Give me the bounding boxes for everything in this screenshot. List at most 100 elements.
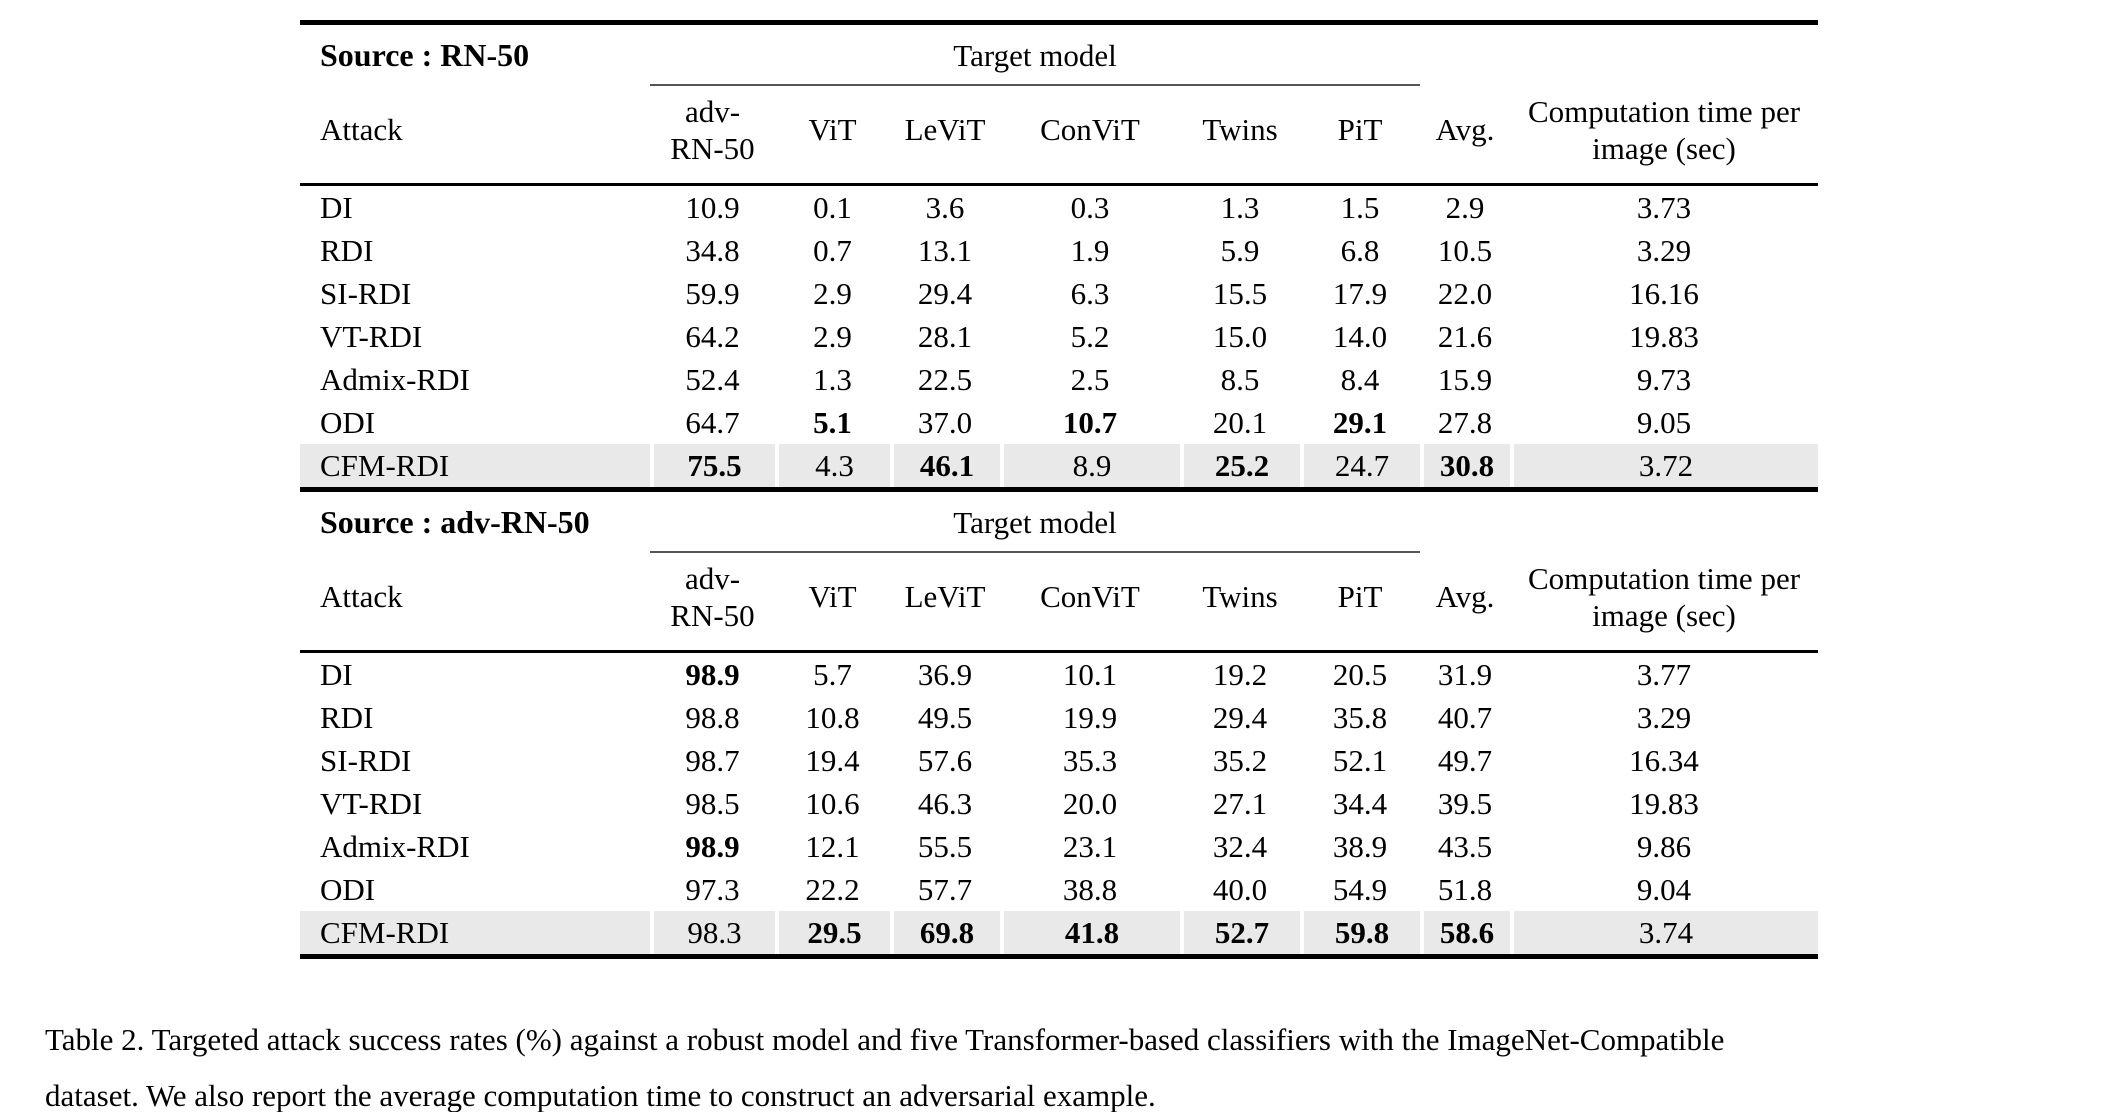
value-cell: 3.73 — [1636, 190, 1692, 226]
value-cell: 35.8 — [1332, 700, 1388, 736]
value-cell: 9.73 — [1636, 362, 1692, 398]
value-cell: 29.4 — [917, 276, 973, 312]
value-cell: 40.7 — [1437, 700, 1493, 736]
value-cell: 29.4 — [1212, 700, 1268, 736]
value-cell: 10.5 — [1437, 233, 1493, 269]
column-header: PiT — [1300, 553, 1420, 654]
column-header: Avg. — [1420, 86, 1510, 187]
value-cell: 52.4 — [685, 362, 740, 398]
value-cell: 32.4 — [1212, 829, 1268, 865]
column-header: Twins — [1180, 86, 1300, 187]
table-row: DI 98.9 5.7 36.9 10.1 19.2 20.5 31.9 3.77 — [300, 653, 1818, 696]
value-cell: 98.9 — [685, 829, 740, 865]
value-cell: 0.1 — [813, 190, 852, 226]
attack-name-cell: CFM-RDI — [300, 911, 650, 955]
header-spacer — [1420, 492, 1818, 553]
value-cell: 98.7 — [685, 743, 740, 779]
value-cell: 35.3 — [1062, 743, 1118, 779]
column-header-row: Attack adv-RN-50 ViT LeViT ConViT Twins PiT Avg… — [300, 86, 1818, 187]
value-cell: 19.83 — [1629, 319, 1699, 355]
value-cell: 6.8 — [1340, 233, 1380, 269]
table-row: ODI 64.7 5.1 37.0 10.7 20.1 29.1 27.8 9.05 — [300, 401, 1818, 444]
table-caption: Table 2. Targeted attack success rates (… — [45, 1012, 2080, 1112]
value-cell: 37.0 — [917, 405, 973, 441]
value-cell: 12.1 — [805, 829, 860, 865]
value-cell: 2.9 — [1445, 190, 1485, 226]
table-row: DI 10.9 0.1 3.6 0.3 1.3 1.5 2.9 3.73 — [300, 186, 1818, 229]
column-header: ConViT — [1000, 553, 1180, 654]
value-cell: 59.8 — [1300, 911, 1420, 955]
value-cell: 43.5 — [1437, 829, 1493, 865]
value-cell: 24.7 — [1300, 444, 1420, 488]
attack-name-cell: SI-RDI — [320, 276, 412, 312]
table-row: Admix-RDI 98.9 12.1 55.5 23.1 32.4 38.9 43.5 9.8… — [300, 825, 1818, 868]
value-cell: 97.3 — [685, 872, 740, 908]
value-cell: 15.0 — [1212, 319, 1268, 355]
caption-line-2: dataset. We also report the average comp… — [45, 1078, 1156, 1112]
value-cell: 34.4 — [1332, 786, 1388, 822]
value-cell: 10.7 — [1062, 405, 1118, 441]
value-cell: 34.8 — [685, 233, 740, 269]
value-cell: 39.5 — [1437, 786, 1493, 822]
source-label: Source : RN-50 — [320, 37, 530, 73]
value-cell: 59.9 — [685, 276, 740, 312]
table-row: ODI 97.3 22.2 57.7 38.8 40.0 54.9 51.8 9.04 — [300, 868, 1818, 911]
value-cell: 3.74 — [1510, 911, 1818, 955]
header-spacer — [1420, 25, 1818, 86]
value-cell: 20.5 — [1332, 657, 1388, 693]
column-header: Computation time per image (sec) — [1510, 553, 1818, 654]
value-cell: 1.5 — [1340, 190, 1380, 226]
column-header: Twins — [1180, 553, 1300, 654]
value-cell: 21.6 — [1437, 319, 1493, 355]
value-cell: 46.1 — [890, 444, 1000, 488]
value-cell: 27.1 — [1212, 786, 1268, 822]
column-header: LeViT — [890, 553, 1000, 654]
value-cell: 16.34 — [1629, 743, 1699, 779]
value-cell: 98.5 — [685, 786, 740, 822]
value-cell: 38.9 — [1332, 829, 1388, 865]
value-cell: 36.9 — [917, 657, 973, 693]
value-cell: 19.4 — [805, 743, 860, 779]
value-cell: 0.3 — [1070, 190, 1110, 226]
value-cell: 41.8 — [1000, 911, 1180, 955]
value-cell: 29.5 — [775, 911, 890, 955]
value-cell: 4.3 — [775, 444, 890, 488]
value-cell: 57.6 — [917, 743, 973, 779]
value-cell: 8.5 — [1220, 362, 1260, 398]
target-model-label: Target model — [650, 25, 1420, 86]
value-cell: 28.1 — [917, 319, 973, 355]
value-cell: 49.5 — [917, 700, 973, 736]
column-header: Computation time per image (sec) — [1510, 86, 1818, 187]
table-body: DI 10.9 0.1 3.6 0.3 1.3 1.5 2.9 3.73 RDI 34.8 0.7 13… — [300, 186, 1818, 488]
value-cell: 10.6 — [805, 786, 860, 822]
value-cell: 52.1 — [1332, 743, 1388, 779]
value-cell: 5.9 — [1220, 233, 1260, 269]
column-header: PiT — [1300, 86, 1420, 187]
value-cell: 3.72 — [1510, 444, 1818, 488]
value-cell: 40.0 — [1212, 872, 1268, 908]
column-header-row: Attack adv-RN-50 ViT LeViT ConViT Twins PiT Avg… — [300, 553, 1818, 654]
value-cell: 3.29 — [1636, 700, 1692, 736]
source-header-row: Source : RN-50 Target model — [300, 25, 1818, 86]
value-cell: 75.5 — [650, 444, 775, 488]
target-model-label: Target model — [650, 492, 1420, 554]
attack-name-cell: ODI — [320, 872, 376, 908]
attack-name-cell: SI-RDI — [320, 743, 412, 779]
value-cell: 69.8 — [890, 911, 1000, 955]
value-cell: 57.7 — [917, 872, 973, 908]
column-header: ViT — [775, 86, 890, 187]
attack-name-cell: RDI — [320, 700, 374, 736]
column-header: LeViT — [890, 86, 1000, 187]
value-cell: 46.3 — [917, 786, 973, 822]
value-cell: 3.6 — [925, 190, 965, 226]
attack-name-cell: CFM-RDI — [300, 444, 650, 488]
table-row: CFM-RDI 98.3 29.5 69.8 41.8 52.7 59.8 58.6 3.74 — [300, 911, 1818, 955]
table-row: VT-RDI 64.2 2.9 28.1 5.2 15.0 14.0 21.6 19.83 — [300, 315, 1818, 358]
attack-name-cell: ODI — [320, 405, 376, 441]
value-cell: 8.4 — [1340, 362, 1380, 398]
value-cell: 20.1 — [1212, 405, 1268, 441]
table-row: VT-RDI 98.5 10.6 46.3 20.0 27.1 34.4 39.5 19.83 — [300, 782, 1818, 825]
value-cell: 3.29 — [1636, 233, 1692, 269]
value-cell: 5.7 — [813, 657, 852, 693]
value-cell: 64.7 — [685, 405, 740, 441]
